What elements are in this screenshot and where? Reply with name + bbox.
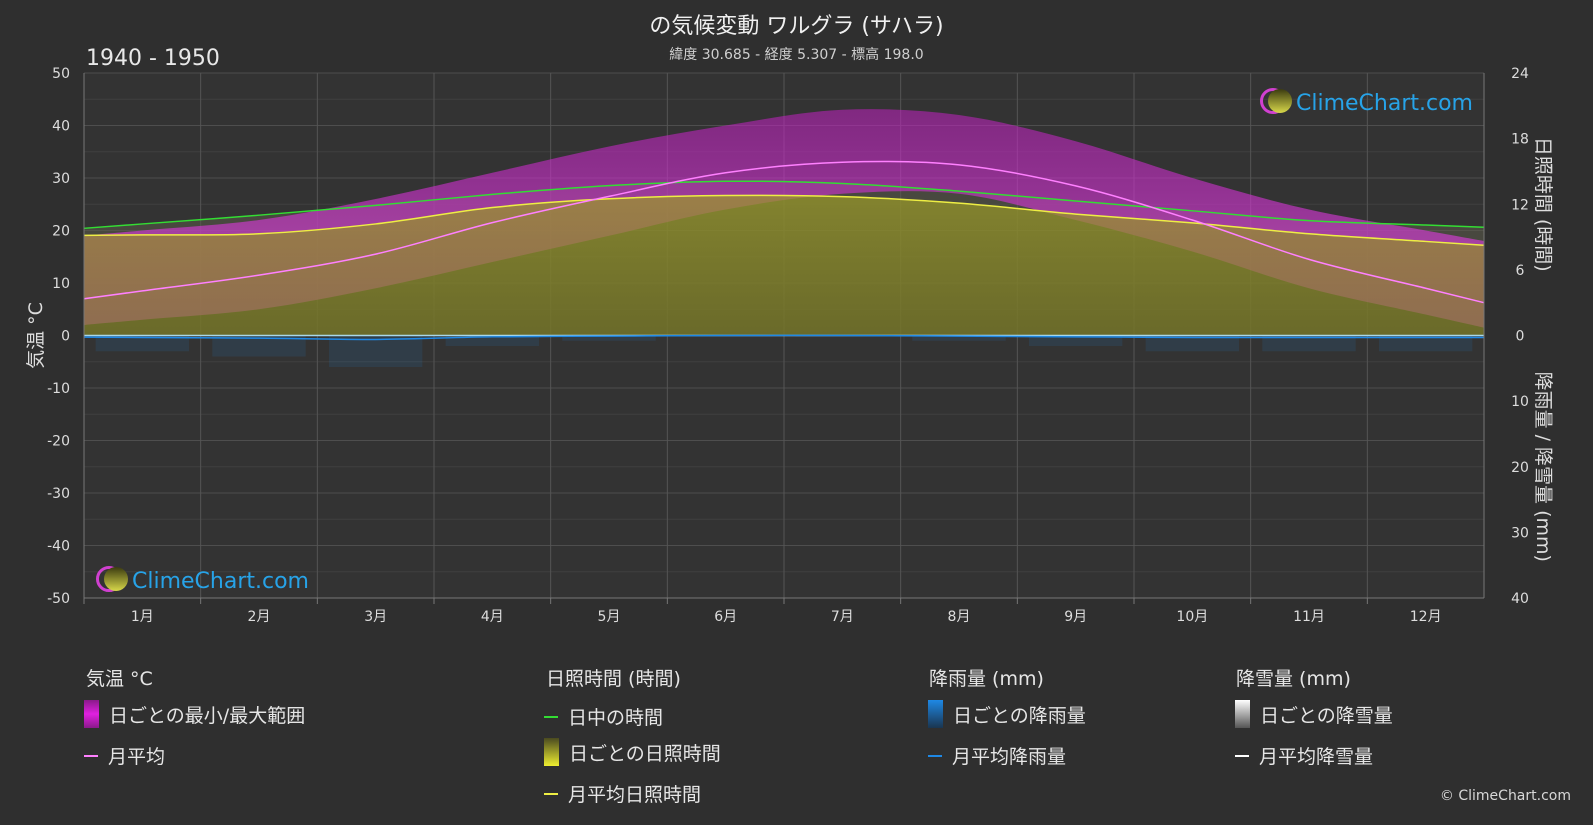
- sunshine-tick-label: 12: [1511, 197, 1529, 213]
- legend-sunshine-mean: 月平均日照時間: [544, 780, 701, 807]
- temp-range-swatch: [84, 700, 99, 728]
- legend-snow-daily: 日ごとの降雪量: [1235, 700, 1393, 728]
- temp-tick-label: -40: [47, 539, 70, 555]
- month-tick-label: 1月: [131, 609, 154, 625]
- month-tick-label: 10月: [1176, 609, 1208, 625]
- logo-bottom-left[interactable]: ClimeChart.com: [96, 566, 309, 596]
- temp-tick-label: 0: [61, 329, 70, 345]
- legend-label: 月平均日照時間: [568, 784, 702, 806]
- rain-daily-bar: [329, 335, 423, 367]
- month-tick-label: 3月: [364, 609, 387, 625]
- legend-temp-mean: 月平均: [84, 742, 165, 769]
- rain-mean-swatch: [928, 754, 942, 757]
- sunshine-tick-label: 18: [1511, 132, 1529, 148]
- snow-swatch: [1235, 700, 1250, 728]
- chart-subtitle: 緯度 30.685 - 経度 5.307 - 標高 198.0: [669, 47, 924, 63]
- legend-label: 月平均: [108, 746, 166, 768]
- rain-mean-line: [83, 334, 1484, 341]
- sunshine-tick-label: 0: [1516, 329, 1525, 345]
- legend-label: 日ごとの日照時間: [569, 742, 721, 765]
- rain-daily-bar: [562, 335, 656, 341]
- logo-top-right[interactable]: ClimeChart.com: [1260, 88, 1473, 118]
- month-tick-label: 8月: [948, 609, 971, 625]
- sunshine-tick-label: 24: [1511, 66, 1529, 82]
- logo-text: ClimeChart.com: [1296, 90, 1473, 116]
- legend-temp-range: 日ごとの最小/最大範囲: [84, 700, 305, 728]
- rain-daily-bar: [1145, 335, 1239, 352]
- month-tick-label: 7月: [831, 609, 854, 625]
- period-label: 1940 - 1950: [86, 46, 220, 71]
- sunshine-area: [84, 195, 1484, 336]
- sunshine-mean-line: [83, 194, 1485, 247]
- right-axis-bottom-title: 降雨量 / 降雪量 (mm): [1532, 372, 1554, 562]
- rain-daily-bar: [212, 335, 306, 357]
- month-tick-label: 6月: [714, 609, 737, 625]
- legend-snow-mean: 月平均降雪量: [1235, 742, 1373, 769]
- climate-chart: 50 40 30 20 10 0 -10 -20 -30 -40 -50 24 18 12 6 0 10 20 30…: [25, 66, 1554, 625]
- legend-sunshine-daily: 日ごとの日照時間: [544, 738, 721, 766]
- copyright: © ClimeChart.com: [1439, 788, 1571, 804]
- precip-tick-label: 40: [1511, 591, 1529, 607]
- rain-daily-bar: [1262, 335, 1356, 352]
- temp-tick-label: 40: [52, 119, 70, 135]
- legend-label: 月平均降雪量: [1259, 746, 1374, 768]
- legend-label: 日ごとの最小/最大範囲: [109, 704, 306, 727]
- rain-daily-bar: [1029, 335, 1123, 346]
- temp-mean-line: [83, 160, 1485, 304]
- precip-tick-label: 10: [1511, 394, 1529, 410]
- logo-icon: [96, 566, 128, 596]
- legend-temp-header: 気温 °C: [86, 668, 153, 690]
- logo-text: ClimeChart.com: [132, 568, 309, 594]
- month-tick-label: 5月: [598, 609, 621, 625]
- daylight-line: [83, 180, 1485, 230]
- legend-label: 月平均降雨量: [952, 746, 1067, 768]
- rain-daily-bar: [912, 335, 1006, 341]
- right-axis-top-title: 日照時間 (時間): [1532, 137, 1554, 272]
- legend-snow-header: 降雪量 (mm): [1236, 668, 1351, 690]
- legend-sun-header: 日照時間 (時間): [546, 668, 681, 690]
- temp-tick-label: -10: [47, 381, 70, 397]
- month-tick-label: 2月: [248, 609, 271, 625]
- month-tick-label: 9月: [1064, 609, 1087, 625]
- legend-label: 日ごとの降雪量: [1260, 704, 1393, 727]
- legend-rain-header: 降雨量 (mm): [929, 668, 1044, 690]
- month-tick-label: 11月: [1293, 609, 1325, 625]
- temp-tick-label: -50: [47, 591, 70, 607]
- month-tick-label: 12月: [1410, 609, 1442, 625]
- precip-tick-label: 20: [1511, 460, 1529, 476]
- rain-daily-bar: [95, 335, 189, 352]
- temp-tick-label: 50: [52, 66, 70, 82]
- chart-title: の気候変動 ワルグラ (サハラ): [649, 14, 944, 39]
- left-axis-title: 気温 °C: [25, 302, 47, 369]
- legend-daylight: 日中の時間: [544, 703, 663, 730]
- temp-tick-label: -30: [47, 486, 70, 502]
- temp-mean-swatch: [84, 754, 98, 757]
- precip-tick-label: 30: [1511, 525, 1529, 541]
- temp-tick-label: 10: [52, 276, 70, 292]
- temp-tick-label: 20: [52, 224, 70, 240]
- legend-label: 日中の時間: [568, 707, 664, 729]
- month-tick-label: 4月: [481, 609, 504, 625]
- rain-swatch: [928, 700, 943, 728]
- temp-tick-label: -20: [47, 434, 70, 450]
- legend-rain-mean: 月平均降雨量: [928, 742, 1066, 769]
- sunshine-mean-swatch: [544, 792, 558, 795]
- temp-tick-label: 30: [52, 171, 70, 187]
- logo-icon: [1260, 88, 1292, 118]
- rain-daily-bar: [1379, 335, 1473, 352]
- daylight-swatch: [544, 715, 558, 718]
- snow-mean-swatch: [1235, 754, 1249, 757]
- sunshine-tick-label: 6: [1516, 263, 1525, 279]
- rain-daily-bar: [445, 335, 539, 346]
- legend-rain-daily: 日ごとの降雨量: [928, 700, 1086, 728]
- sunshine-swatch: [544, 738, 559, 766]
- legend-label: 日ごとの降雨量: [953, 704, 1086, 727]
